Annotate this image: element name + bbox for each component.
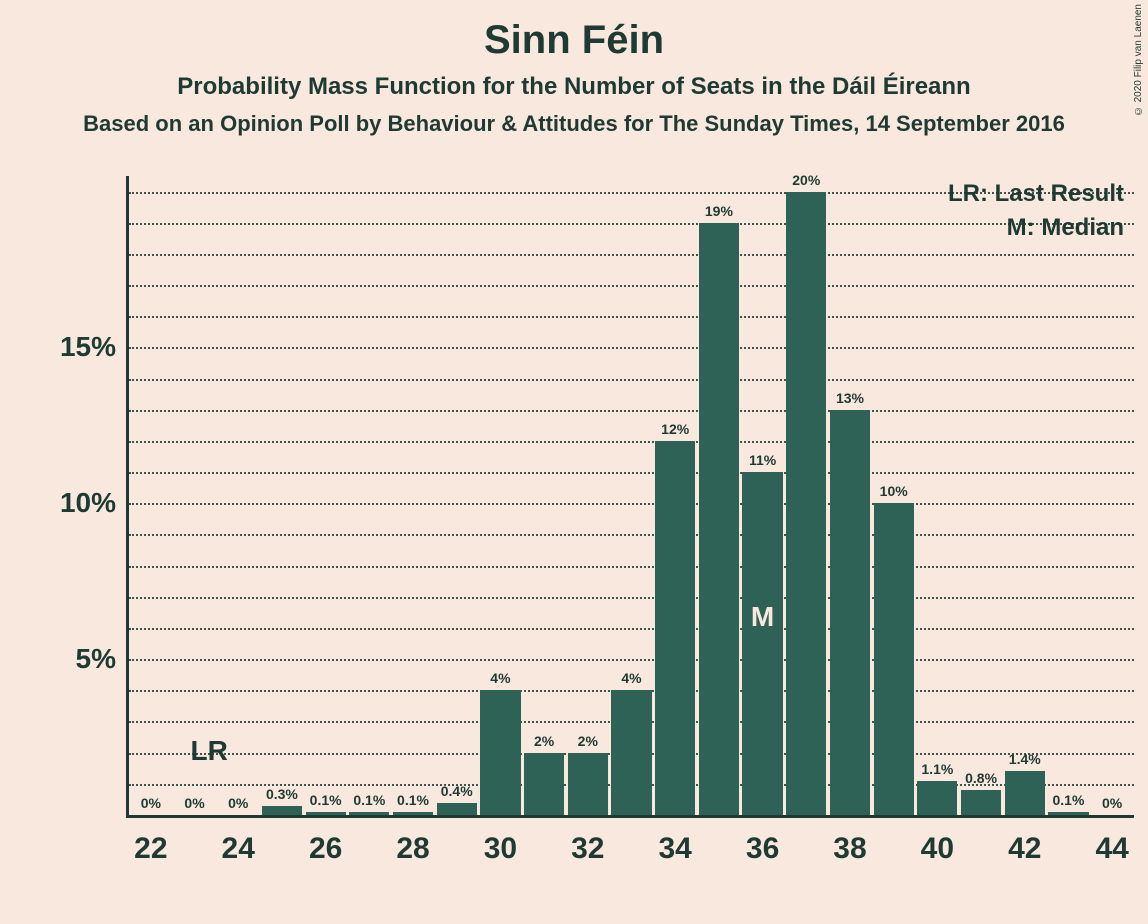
bar-value-label: 0% [1102, 795, 1122, 811]
x-tick-label: 30 [484, 832, 517, 866]
gridline [129, 628, 1134, 630]
bar [655, 441, 695, 815]
gridline [129, 379, 1134, 381]
legend-m: M: Median [948, 214, 1124, 242]
gridline [129, 566, 1134, 568]
bar [393, 812, 433, 815]
y-tick-label: 5% [6, 643, 116, 675]
gridline [129, 534, 1134, 536]
bar [611, 690, 651, 815]
bar-value-label: 0% [184, 795, 204, 811]
bar-value-label: 0% [141, 795, 161, 811]
bar [524, 753, 564, 815]
bar [349, 812, 389, 815]
bar [699, 223, 739, 815]
chart-source: Based on an Opinion Poll by Behaviour & … [0, 111, 1148, 137]
bar-value-label: 0.4% [441, 783, 473, 799]
x-tick-label: 24 [222, 832, 255, 866]
bar-value-label: 10% [880, 483, 908, 499]
bar-value-label: 12% [661, 421, 689, 437]
x-tick-label: 40 [921, 832, 954, 866]
x-tick-label: 28 [396, 832, 429, 866]
lr-marker: LR [191, 735, 228, 767]
x-tick-label: 26 [309, 832, 342, 866]
bar-value-label: 0.1% [353, 792, 385, 808]
x-tick-label: 22 [134, 832, 167, 866]
x-tick-label: 44 [1095, 832, 1128, 866]
x-axis [126, 815, 1134, 818]
gridline [129, 597, 1134, 599]
legend: LR: Last Result M: Median [948, 180, 1124, 248]
bar [830, 410, 870, 815]
x-tick-label: 36 [746, 832, 779, 866]
bar-value-label: 1.4% [1009, 751, 1041, 767]
gridline [129, 347, 1134, 349]
y-tick-label: 15% [6, 331, 116, 363]
bar-value-label: 1.1% [921, 761, 953, 777]
x-tick-label: 42 [1008, 832, 1041, 866]
bar-value-label: 4% [490, 670, 510, 686]
chart-subtitle: Probability Mass Function for the Number… [0, 73, 1148, 101]
gridline [129, 285, 1134, 287]
bar [306, 812, 346, 815]
bar-value-label: 13% [836, 390, 864, 406]
bar [961, 790, 1001, 815]
legend-lr: LR: Last Result [948, 180, 1124, 208]
bar-value-label: 2% [534, 733, 554, 749]
bar-value-label: 4% [621, 670, 641, 686]
gridline [129, 659, 1134, 661]
bar-value-label: 0% [228, 795, 248, 811]
bar-value-label: 0.1% [397, 792, 429, 808]
gridline [129, 503, 1134, 505]
x-tick-label: 32 [571, 832, 604, 866]
bar [1048, 812, 1088, 815]
y-tick-label: 10% [6, 487, 116, 519]
bar [874, 503, 914, 815]
title-block: Sinn Féin Probability Mass Function for … [0, 0, 1148, 137]
gridline [129, 223, 1134, 225]
gridline [129, 441, 1134, 443]
bar [480, 690, 520, 815]
bar-value-label: 19% [705, 203, 733, 219]
bar-value-label: 2% [578, 733, 598, 749]
bar-value-label: 11% [749, 452, 776, 468]
bar-value-label: 0.8% [965, 770, 997, 786]
bar-value-label: 20% [792, 172, 820, 188]
bar [568, 753, 608, 815]
median-marker: M [751, 601, 774, 633]
bar-value-label: 0.1% [310, 792, 342, 808]
bar [786, 192, 826, 815]
gridline [129, 254, 1134, 256]
gridline [129, 472, 1134, 474]
bar [1005, 771, 1045, 815]
x-tick-label: 38 [833, 832, 866, 866]
bar-value-label: 0.3% [266, 786, 298, 802]
gridline [129, 192, 1134, 194]
chart-area: LR: Last Result M: Median 22242628303234… [126, 176, 1134, 818]
bar [742, 472, 782, 815]
chart-title: Sinn Féin [0, 18, 1148, 63]
bar [262, 806, 302, 815]
bar [917, 781, 957, 815]
copyright-text: © 2020 Filip van Laenen [1133, 4, 1144, 116]
gridline [129, 316, 1134, 318]
bar [437, 803, 477, 815]
x-tick-label: 34 [659, 832, 692, 866]
gridline [129, 410, 1134, 412]
bar-value-label: 0.1% [1052, 792, 1084, 808]
